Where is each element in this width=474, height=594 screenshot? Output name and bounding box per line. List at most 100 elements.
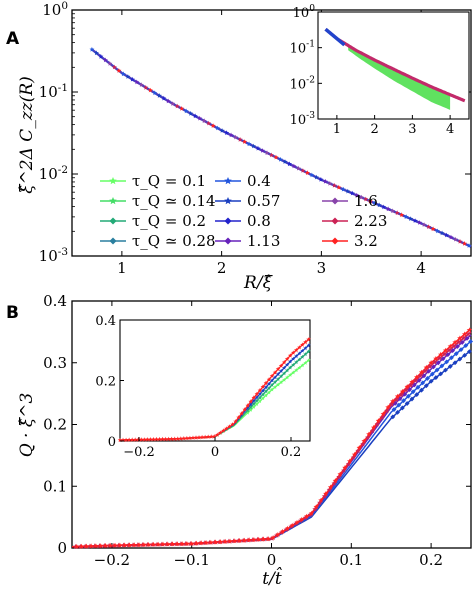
- panel-a-marker: [210, 123, 216, 128]
- panel-b-inset-marker: [160, 436, 165, 442]
- panel-b-inset-marker: [278, 363, 284, 368]
- panel-a-marker: [282, 159, 288, 164]
- panel-b-inset-marker: [251, 404, 256, 409]
- panel-b-y-tick-label: 0.4: [43, 292, 67, 310]
- panel-b-inset-marker: [276, 382, 281, 387]
- panel-a-marker: [291, 163, 297, 169]
- panel-b-marker: [375, 418, 382, 424]
- panel-a-y-label: ξ̂^2Δ C_zz(R): [17, 76, 37, 194]
- panel-a-marker: [439, 230, 445, 236]
- panel-a-marker: [372, 200, 378, 206]
- panel-b-inset-marker: [178, 436, 184, 441]
- panel-b-inset-marker: [266, 381, 272, 386]
- panel-b-marker: [449, 355, 454, 361]
- panel-b-inset-marker: [263, 389, 268, 394]
- panel-a-marker: [197, 115, 203, 121]
- panel-b-marker: [294, 519, 300, 525]
- panel-a-marker: [453, 236, 458, 242]
- panel-b-marker: [398, 392, 404, 398]
- panel-b-marker: [222, 538, 228, 544]
- panel-b-inset-marker: [263, 393, 268, 398]
- panel-b-marker: [265, 536, 271, 542]
- panel-a-marker: [345, 188, 351, 194]
- panel-b-inset-marker: [288, 365, 293, 370]
- panel-b-marker: [165, 541, 171, 547]
- legend-label: 0.4: [247, 172, 271, 190]
- panel-b-marker: [444, 359, 450, 365]
- panel-b-inset-marker: [306, 343, 311, 348]
- panel-b-marker: [410, 389, 416, 395]
- panel-a-marker: [394, 210, 400, 215]
- panel-b-marker: [408, 382, 414, 388]
- panel-b-marker: [436, 355, 443, 361]
- panel-b-inset-marker: [266, 377, 272, 382]
- panel-b-marker: [409, 396, 415, 402]
- panel-b-inset-marker: [245, 403, 250, 408]
- panel-a-marker: [336, 184, 342, 190]
- panel-b-inset-marker: [269, 378, 275, 383]
- panel-b-marker: [126, 542, 133, 548]
- panel-b-marker: [458, 347, 464, 353]
- panel-b-marker: [396, 402, 402, 408]
- panel-b-inset-marker: [288, 372, 293, 377]
- panel-b-inset-marker: [297, 365, 302, 370]
- panel-b-inset-marker: [154, 436, 159, 442]
- panel-b-marker: [241, 537, 247, 543]
- panel-b-marker: [404, 401, 410, 406]
- panel-b-inset-marker: [163, 436, 168, 442]
- panel-b-inset-marker: [245, 410, 250, 415]
- panel-b-inset-marker: [300, 354, 305, 359]
- panel-b-inset-marker: [181, 436, 187, 441]
- panel-a-marker: [233, 134, 239, 140]
- panel-a-marker: [354, 192, 360, 198]
- panel-a-marker: [412, 218, 418, 223]
- panel-b-marker: [169, 541, 176, 547]
- panel-a-marker: [143, 85, 149, 90]
- panel-a-marker: [403, 214, 409, 219]
- panel-a-marker: [134, 79, 140, 85]
- panel-a-inset-x-tick-label: 2: [370, 122, 378, 137]
- panel-b-inset-marker: [260, 388, 265, 393]
- legend-label: 1.13: [247, 232, 280, 250]
- panel-b-marker: [452, 339, 458, 345]
- panel-b-inset-marker: [303, 346, 308, 350]
- panel-b-inset-marker: [117, 437, 123, 442]
- panel-b-marker: [447, 343, 453, 349]
- panel-b-marker: [107, 542, 113, 548]
- panel-a-x-tick-label: 2: [217, 259, 227, 277]
- panel-b-marker: [141, 542, 147, 548]
- panel-b-y-tick-label: 0: [57, 539, 67, 557]
- panel-b-inset-marker: [187, 435, 193, 440]
- panel-b-inset-marker: [227, 424, 232, 429]
- panel-b-inset-marker: [148, 437, 153, 442]
- panel-b-y-tick-label: 0.3: [43, 354, 67, 372]
- panel-a-inset-x-tick-label: 1: [333, 122, 341, 137]
- panel-b-marker: [313, 504, 319, 510]
- panel-a-marker: [161, 95, 167, 101]
- panel-a-y-tick-label: 100: [42, 0, 68, 19]
- panel-b-x-tick-label: −0.1: [173, 551, 209, 569]
- panel-b-marker: [464, 335, 470, 341]
- panel-a-series: [89, 46, 472, 248]
- panel-b-marker: [419, 387, 424, 393]
- panel-a-marker: [296, 165, 301, 171]
- panel-b-inset-marker: [272, 385, 278, 389]
- panel-b-inset-marker: [284, 356, 290, 361]
- panel-b-marker: [401, 398, 406, 404]
- legend-label: 0.8: [247, 212, 271, 230]
- panel-b-inset-marker: [279, 380, 284, 385]
- panel-b-x-tick-label: 0: [267, 551, 277, 569]
- panel-b-marker: [447, 364, 453, 369]
- panel-b-marker: [150, 541, 157, 547]
- legend-label: 3.2: [354, 232, 378, 250]
- panel-b-inset-marker: [291, 370, 296, 375]
- panel-b-marker: [299, 516, 305, 522]
- panel-label-b: B: [6, 303, 19, 323]
- panel-a-marker: [156, 93, 162, 98]
- panel-b-marker: [418, 369, 425, 375]
- panel-b-marker: [193, 540, 200, 546]
- legend-swatch-marker: [109, 177, 117, 185]
- panel-a-marker: [322, 178, 328, 184]
- panel-b-inset-marker: [285, 368, 290, 373]
- panel-b-marker: [459, 340, 465, 345]
